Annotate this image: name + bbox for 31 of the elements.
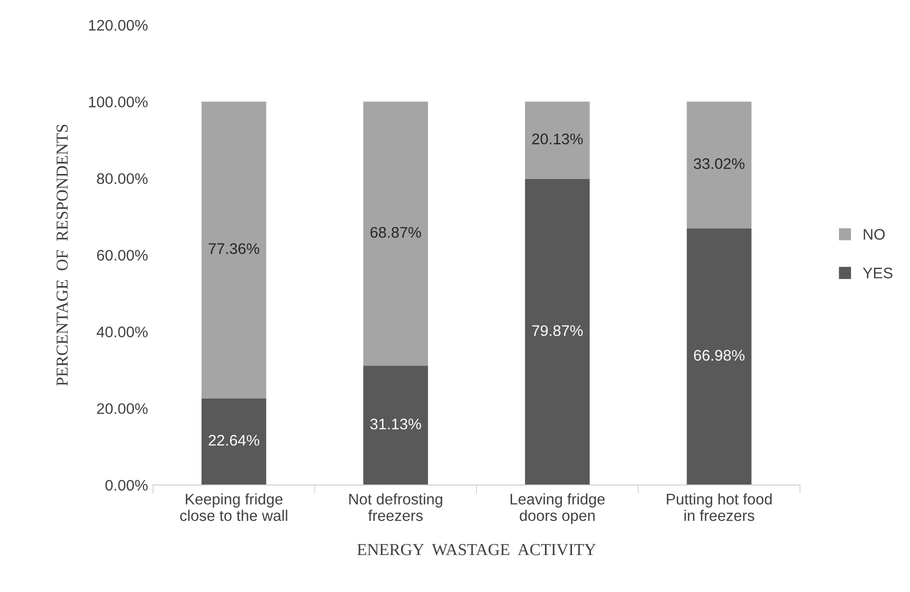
y-tick-label: 120.00% bbox=[88, 20, 148, 31]
y-tick-label: 0.00% bbox=[105, 480, 148, 491]
x-tick-label: Putting hot food in freezers bbox=[666, 493, 772, 522]
bar bbox=[202, 398, 266, 485]
data-label: 22.64% bbox=[208, 434, 260, 446]
x-axis-title: ENERGY WASTAGE ACTIVITY bbox=[357, 544, 596, 556]
bar bbox=[525, 102, 590, 179]
bar bbox=[202, 102, 266, 398]
y-tick-label: 20.00% bbox=[97, 403, 148, 414]
data-label: 66.98% bbox=[694, 350, 744, 361]
x-tick-label: Keeping fridge close to the wall bbox=[180, 493, 288, 522]
y-tick-label: 80.00% bbox=[96, 173, 148, 184]
data-label: 77.36% bbox=[208, 243, 260, 254]
y-tick-label: 60.00% bbox=[97, 250, 148, 261]
bar bbox=[686, 102, 752, 228]
x-tick-label: Not defrosting freezers bbox=[349, 493, 442, 522]
data-label: 31.13% bbox=[370, 418, 421, 430]
bar bbox=[525, 178, 590, 485]
x-tick-label: Leaving fridge doors open bbox=[510, 493, 605, 524]
bar bbox=[363, 102, 428, 366]
y-tick-label: 100.00% bbox=[88, 96, 148, 108]
data-label: 33.02% bbox=[694, 158, 744, 170]
data-label: 20.13% bbox=[532, 134, 583, 144]
legend-label: NO bbox=[864, 228, 885, 240]
y-tick-label: 40.00% bbox=[96, 326, 148, 338]
bar bbox=[686, 228, 752, 485]
bar bbox=[363, 366, 428, 485]
legend-label: YES bbox=[862, 268, 892, 278]
data-label: 68.87% bbox=[370, 226, 421, 238]
data-label: 79.87% bbox=[532, 325, 583, 336]
y-axis-title: PERCENTAGE OF RESPONDENTS bbox=[56, 124, 68, 386]
